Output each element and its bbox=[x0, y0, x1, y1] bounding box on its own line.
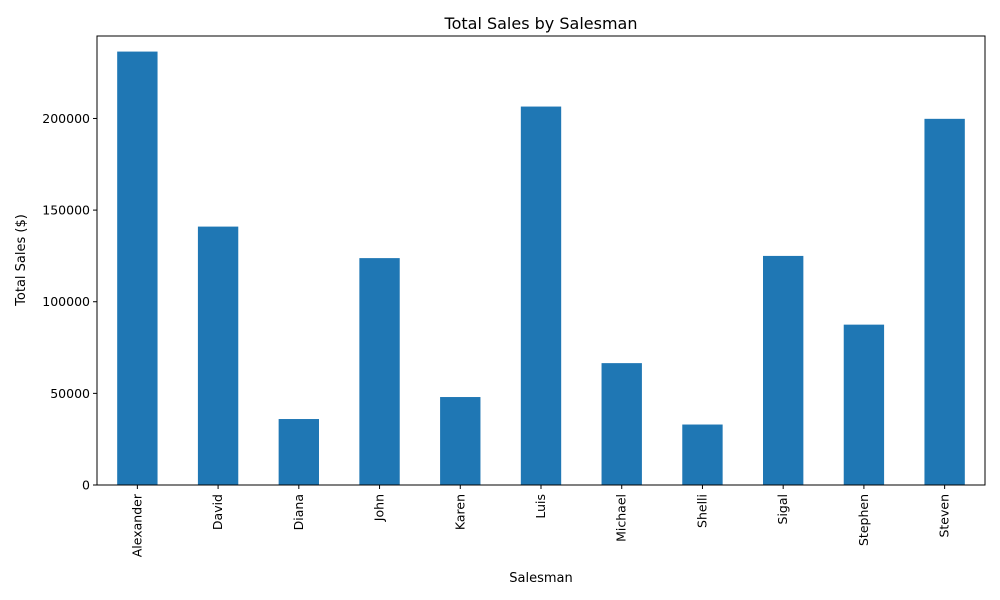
bar-john bbox=[359, 258, 400, 485]
y-tick-label: 150000 bbox=[42, 203, 90, 218]
bar-sigal bbox=[763, 255, 804, 485]
bar-diana bbox=[278, 419, 319, 485]
x-tick-label: Michael bbox=[614, 494, 629, 542]
bar-alexander bbox=[117, 51, 158, 486]
bar-david bbox=[197, 226, 239, 485]
x-tick-label: David bbox=[210, 494, 225, 530]
bar-steven bbox=[924, 118, 965, 486]
x-tick-label: Shelli bbox=[694, 494, 709, 528]
x-tick-label: Sigal bbox=[775, 494, 790, 524]
x-axis-ticks: Alexander David Diana John Karen Luis Michael S… bbox=[129, 485, 952, 557]
y-tick-label: 100000 bbox=[42, 294, 90, 309]
bar-shelli bbox=[682, 424, 723, 485]
x-tick-label: Steven bbox=[937, 494, 952, 538]
bar-michael bbox=[601, 363, 642, 485]
bars-group bbox=[117, 51, 965, 486]
x-tick-label: Karen bbox=[452, 494, 467, 530]
x-tick-label: Luis bbox=[533, 494, 548, 519]
bar-stephen bbox=[843, 324, 885, 485]
x-tick-label: Stephen bbox=[856, 494, 871, 546]
x-axis-label: Salesman bbox=[509, 571, 572, 586]
x-tick-label: Diana bbox=[291, 494, 306, 530]
y-tick-label: 200000 bbox=[42, 111, 90, 126]
x-tick-label: John bbox=[372, 494, 387, 522]
y-tick-label: 50000 bbox=[50, 386, 90, 401]
y-tick-label: 0 bbox=[82, 478, 90, 493]
chart-title: Total Sales by Salesman bbox=[444, 14, 638, 33]
bar-karen bbox=[440, 397, 481, 485]
bar-luis bbox=[520, 106, 562, 486]
y-axis-ticks: 0 50000 100000 150000 200000 bbox=[42, 111, 97, 493]
plot-frame bbox=[96, 35, 986, 486]
x-tick-label: Alexander bbox=[129, 493, 144, 557]
y-axis-label: Total Sales ($) bbox=[14, 214, 29, 307]
